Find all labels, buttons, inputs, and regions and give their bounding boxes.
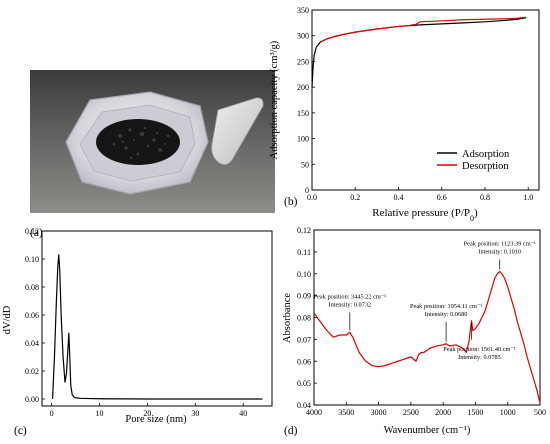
annotation-intensity: Intensity: 0.0732 [328, 301, 371, 308]
panel-c-ylabel: dV/dD [2, 305, 13, 334]
panel-c-label: (c) [14, 425, 27, 437]
panel-a-label: (a) [30, 227, 43, 239]
annotation-peak-position: Peak position: 1954.11 cm⁻¹ [410, 303, 482, 310]
annotation-peak-position: Peak position: 1123.39 cm⁻¹ [464, 241, 536, 248]
panel-b-xtick-label: 0.4 [393, 193, 403, 202]
panel-c-xlabel: Pore size (nm) [125, 414, 187, 425]
panel-d-ylabel: Absorbance [282, 293, 293, 343]
panel-b-ytick-label: 250 [297, 57, 309, 66]
panel-d-xtick-label: 3500 [338, 408, 354, 417]
panel-c-ytick-label: 0.12 [25, 227, 39, 236]
panel-c-ytick-label: 0.02 [25, 367, 39, 376]
annotation-intensity: Intensity: 0.1010 [478, 249, 521, 256]
panel-d: 4000 3500 3000 2500 2000 1500 1000 500 0.04 0.05 0… [282, 226, 546, 437]
sample-photo [30, 70, 275, 213]
panel-d-ytick-label: 0.08 [297, 314, 311, 323]
panel-d-ytick-label: 0.12 [297, 226, 311, 235]
panel-d-ytick-label: 0.09 [297, 292, 311, 301]
panel-c-xtick-label: 30 [191, 409, 199, 418]
panel-c-plot-frame [41, 230, 273, 407]
panel-d-xtick-label: 3000 [371, 408, 387, 417]
panel-b-ylabel: Adsorption capacity (cm³/g) [269, 40, 280, 159]
panel-b-xtick-label: 0.2 [350, 193, 360, 202]
panel-d-xtick-label: 500 [534, 408, 546, 417]
panel-d-xtick-label: 1500 [467, 408, 483, 417]
sample-granules [96, 119, 180, 165]
panel-b-ytick-label: 350 [297, 6, 309, 15]
panel-b-xtick-label: 0.0 [307, 193, 317, 202]
panel-b-ytick-label: 0 [305, 186, 309, 195]
panel-b-xtick-label: 1.0 [523, 193, 533, 202]
panel-c: 0 10 20 30 40 0.00 0.02 0.04 0.06 0.08 0.10 0.12 Po… [2, 227, 273, 437]
panel-b-legend: Adsorption Desorption [437, 149, 510, 172]
panel-c-ytick-label: 0.04 [25, 339, 39, 348]
panel-d-ytick-label: 0.05 [297, 379, 311, 388]
panel-d-ytick-label: 0.04 [297, 401, 311, 410]
panel-b-ytick-label: 150 [297, 109, 309, 118]
panel-b-ytick-label: 100 [297, 135, 309, 144]
panel-b-xtick-label: 0.6 [437, 193, 447, 202]
panel-d-ytick-label: 0.07 [297, 335, 311, 344]
panel-c-xtick-label: 0 [50, 409, 54, 418]
panel-c-ytick-label: 0.06 [25, 311, 39, 320]
panel-b-xlabel: Relative pressure (P/P0) [372, 207, 478, 223]
panel-b-ytick-label: 300 [297, 32, 309, 41]
legend-desorption-label: Desorption [462, 161, 509, 172]
legend-adsorption-label: Adsorption [462, 149, 510, 160]
panel-c-xtick-label: 20 [143, 409, 151, 418]
panel-d-ytick-label: 0.06 [297, 357, 311, 366]
panel-d-label: (d) [284, 425, 298, 437]
panel-b-label: (b) [284, 196, 298, 208]
annotation-peak-position: Peak position: 3445.22 cm⁻¹ [314, 293, 386, 300]
spatula [211, 97, 264, 165]
panel-c-ytick-label: 0.08 [25, 283, 39, 292]
panel-d-xlabel: Wavenumber (cm⁻¹) [384, 425, 471, 436]
panel-c-series-line [51, 254, 263, 400]
panel-b-xtick-label: 0.8 [480, 193, 490, 202]
panel-d-xtick-label: 2500 [403, 408, 419, 417]
panel-d-xtick-label: 2000 [435, 408, 451, 417]
annotation-intensity: Intensity: 0.0680 [425, 311, 468, 318]
panel-b-ytick-label: 200 [297, 83, 309, 92]
annotation-intensity: Intensity: 0.0785 [458, 354, 501, 361]
panel-b-plot-frame [311, 9, 540, 191]
panel-d-series-line [313, 270, 541, 403]
panel-d-xtick-label: 4000 [306, 408, 322, 417]
panel-d-ytick-label: 0.10 [297, 270, 311, 279]
panel-b-ytick-label: 50 [301, 160, 309, 169]
panel-b-series-line-desorption [320, 16, 527, 43]
annotation-peak-position: Peak position: 1561.40 cm⁻¹ [443, 346, 515, 353]
panel-d-ytick-label: 0.11 [297, 248, 311, 257]
panel-c-ytick-label: 0.10 [25, 255, 39, 264]
panel-b: 0.0 0.2 0.4 0.6 0.8 1.0050100150200250300350 … [269, 6, 540, 223]
panel-b-series-line-adsorption [311, 17, 527, 88]
panel-c-ytick-label: 0.00 [25, 395, 39, 404]
panel-c-xtick-label: 10 [96, 409, 104, 418]
panel-c-xtick-label: 40 [239, 409, 247, 418]
panel-d-xtick-label: 1000 [500, 408, 516, 417]
